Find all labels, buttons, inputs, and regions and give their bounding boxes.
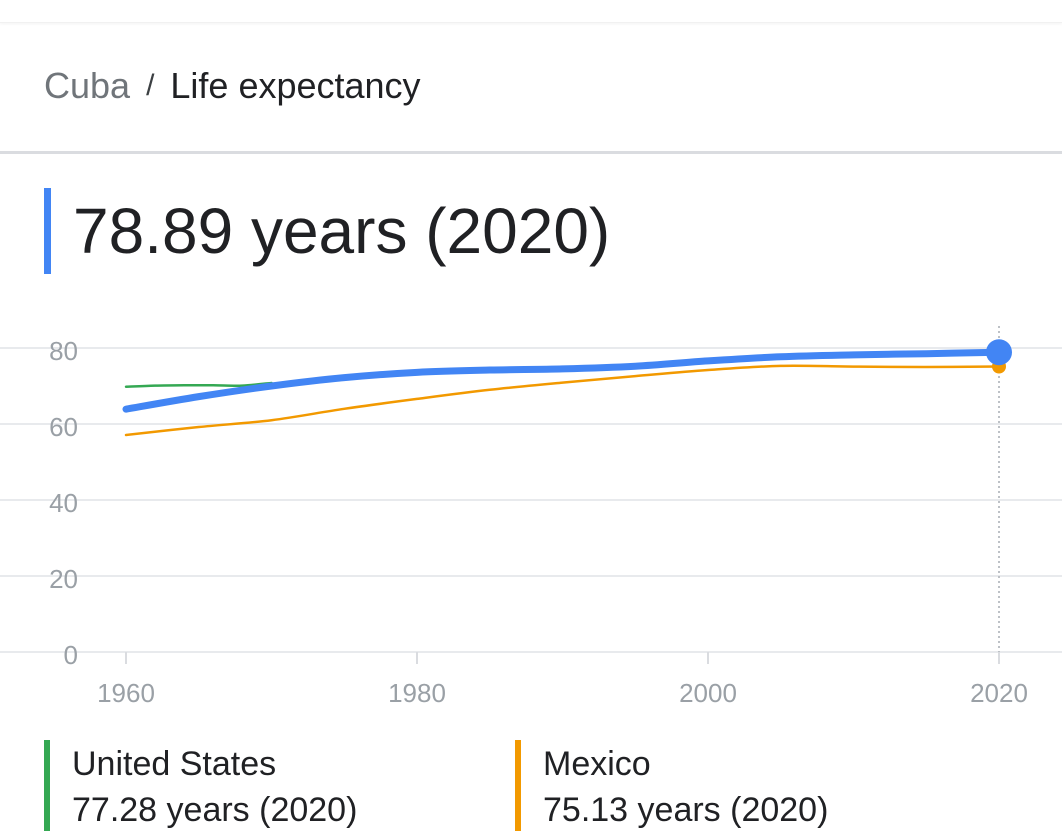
- breadcrumb-parent-link[interactable]: Cuba: [44, 65, 131, 106]
- legend-name-mexico: Mexico: [543, 745, 651, 783]
- x-tick-label-2000: 2000: [679, 678, 737, 708]
- y-tick-label-0: 0: [64, 640, 78, 670]
- breadcrumb: Cuba / Life expectancy: [44, 62, 421, 110]
- y-tick-label-40: 40: [49, 488, 78, 518]
- legend-item-mexico[interactable]: Mexico 75.13 years (2020): [515, 740, 828, 831]
- legend-color-bar-united-states: [44, 740, 50, 831]
- x-tick-label-1960: 1960: [97, 678, 155, 708]
- y-tick-label-20: 20: [49, 564, 78, 594]
- breadcrumb-current: Life expectancy: [170, 65, 421, 106]
- main-value-color-bar: [44, 188, 51, 274]
- y-tick-label-80: 80: [49, 336, 78, 366]
- top-edge: [0, 0, 1062, 23]
- x-tick-label-1980: 1980: [388, 678, 446, 708]
- legend-item-united-states[interactable]: United States 77.28 years (2020): [44, 740, 357, 831]
- main-value-text: 78.89 years (2020): [73, 195, 611, 267]
- series-line-united-states: [124, 381, 273, 389]
- main-value: 78.89 years (2020): [44, 188, 610, 274]
- series-line-mexico: [124, 364, 1001, 437]
- breadcrumb-separator: /: [146, 69, 155, 102]
- legend-name-united-states: United States: [72, 745, 277, 783]
- series-line-cuba: [122, 348, 1003, 413]
- endpoint-marker-cuba: [986, 339, 1012, 366]
- line-chart[interactable]: 0 20 40 60 80 1960 1980 2000 2020: [0, 320, 1062, 720]
- chart-svg[interactable]: 0 20 40 60 80 1960 1980 2000 2020: [0, 320, 1062, 720]
- divider: [0, 151, 1062, 154]
- legend-value-mexico: 75.13 years (2020): [543, 791, 829, 829]
- y-tick-label-60: 60: [49, 412, 78, 442]
- legend-color-bar-mexico: [515, 740, 521, 831]
- x-tick-label-2020: 2020: [970, 678, 1028, 708]
- legend-value-united-states: 77.28 years (2020): [72, 791, 358, 829]
